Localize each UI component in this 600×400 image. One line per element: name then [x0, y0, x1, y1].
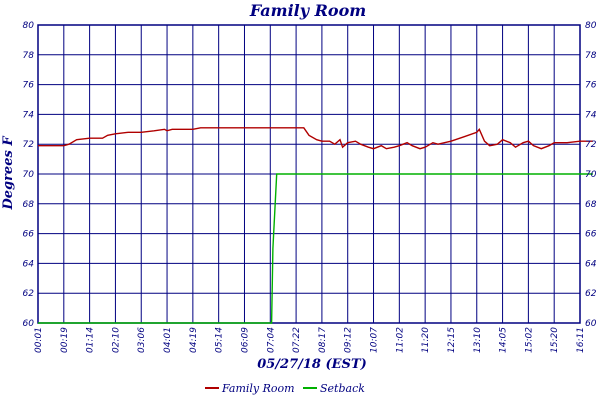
y-tick-label-right: 80 — [585, 21, 597, 31]
y-tick-label-left: 64 — [23, 259, 35, 269]
x-tick-label: 00:19 — [60, 327, 70, 353]
x-tick-label: 09:12 — [344, 327, 354, 353]
y-tick-label-left: 70 — [23, 170, 35, 180]
x-tick-label: 15:20 — [550, 327, 560, 353]
series-line-family-room — [38, 127, 593, 150]
x-tick-label: 04:01 — [163, 327, 173, 353]
legend: Family Room Setback — [205, 382, 365, 395]
y-tick-label-right: 76 — [585, 81, 597, 91]
series-group — [38, 127, 593, 324]
y-tick-label-right: 68 — [585, 200, 597, 210]
x-tick-label: 00:01 — [34, 327, 44, 353]
y-tick-label-right: 66 — [585, 230, 597, 240]
y-tick-label-left: 62 — [23, 289, 35, 299]
legend-label: Family Room — [221, 382, 295, 395]
x-tick-label: 05:14 — [215, 327, 225, 353]
x-tick-label: 11:20 — [421, 327, 431, 353]
x-axis-title: 05/27/18 (EST) — [257, 357, 367, 372]
x-tick-label: 15:02 — [524, 327, 534, 353]
x-tick-label: 04:19 — [189, 327, 199, 353]
y-tick-label-left: 74 — [23, 110, 35, 120]
x-tick-label: 03:06 — [137, 327, 147, 353]
x-tick-label: 06:09 — [240, 327, 250, 353]
x-tick-label: 07:04 — [266, 327, 276, 353]
y-tick-label-left: 76 — [23, 81, 35, 91]
x-tick-label: 13:10 — [473, 327, 483, 353]
x-tick-label: 02:10 — [111, 327, 121, 353]
chart-title: Family Room — [249, 1, 366, 20]
y-tick-labels-left: 60 62 64 66 68 70 72 74 76 78 80 — [23, 21, 35, 329]
y-tick-label-right: 60 — [585, 319, 597, 329]
x-tick-labels: 00:01 00:19 01:14 02:10 03:06 04:01 04:19 05:14… — [34, 327, 586, 353]
y-tick-label-left: 68 — [23, 200, 35, 210]
y-tick-label-right: 70 — [585, 170, 597, 180]
x-tick-label: 14:05 — [499, 327, 509, 353]
y-tick-label-left: 72 — [23, 140, 35, 150]
x-tick-label: 10:07 — [370, 327, 380, 353]
y-tick-label-right: 62 — [585, 289, 597, 299]
y-tick-labels-right: 60 62 64 66 68 70 72 74 76 78 80 — [585, 21, 597, 329]
y-tick-label-right: 78 — [585, 51, 597, 61]
y-tick-label-left: 60 — [23, 319, 35, 329]
x-tick-label: 01:14 — [86, 327, 96, 353]
y-tick-label-right: 64 — [585, 259, 597, 269]
x-tick-label: 07:22 — [292, 327, 302, 353]
x-tick-label: 08:17 — [318, 327, 328, 353]
y-axis-title: Degrees F — [1, 136, 16, 211]
legend-label: Setback — [320, 382, 365, 395]
x-tick-label: 11:02 — [395, 327, 405, 353]
x-tick-label: 16:11 — [576, 327, 586, 353]
x-tick-label: 12:15 — [447, 327, 457, 353]
y-tick-label-right: 72 — [585, 140, 597, 150]
y-tick-label-left: 78 — [23, 51, 35, 61]
series-line-setback — [38, 173, 593, 324]
y-tick-label-left: 80 — [23, 21, 35, 31]
y-tick-label-left: 66 — [23, 230, 35, 240]
y-tick-label-right: 74 — [585, 110, 597, 120]
